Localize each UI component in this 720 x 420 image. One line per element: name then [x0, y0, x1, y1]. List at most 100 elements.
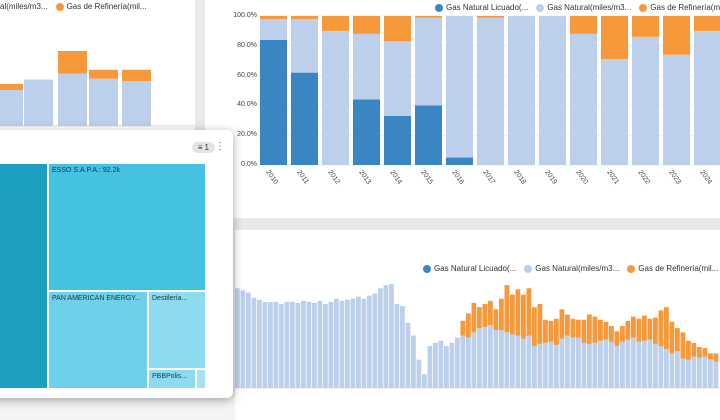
bar-segment[interactable]	[587, 343, 592, 388]
bar-segment[interactable]	[694, 16, 720, 31]
bar-segment[interactable]	[361, 298, 367, 388]
bar-segment[interactable]	[592, 316, 598, 343]
bar-segment[interactable]	[235, 288, 240, 388]
bar-segment[interactable]	[697, 347, 702, 358]
bar-segment[interactable]	[446, 16, 473, 158]
bar-segment[interactable]	[317, 300, 323, 388]
bar-segment[interactable]	[383, 285, 389, 388]
bar-segment[interactable]	[620, 326, 625, 342]
bar-segment[interactable]	[576, 337, 581, 388]
bar-segment[interactable]	[356, 296, 361, 388]
bar-segment[interactable]	[526, 288, 532, 336]
bar-segment[interactable]	[353, 99, 380, 165]
bar-segment[interactable]	[122, 81, 151, 126]
bar-segment[interactable]	[581, 319, 587, 343]
bar-segment[interactable]	[537, 343, 543, 388]
bar-segment[interactable]	[708, 353, 713, 360]
bar-segment[interactable]	[389, 284, 394, 388]
bar-segment[interactable]	[532, 307, 537, 346]
bar-segment[interactable]	[260, 16, 287, 19]
bar-segment[interactable]	[576, 319, 581, 338]
bar-segment[interactable]	[444, 346, 449, 388]
bar-segment[interactable]	[508, 16, 535, 165]
bar-segment[interactable]	[664, 307, 669, 350]
bar-segment[interactable]	[565, 314, 570, 336]
bar-segment[interactable]	[0, 90, 23, 126]
bar-segment[interactable]	[268, 301, 273, 388]
bar-segment[interactable]	[565, 335, 570, 389]
bar-segment[interactable]	[636, 341, 642, 388]
bar-segment[interactable]	[598, 319, 603, 341]
bar-segment[interactable]	[455, 337, 460, 388]
bar-segment[interactable]	[631, 337, 636, 388]
bar-segment[interactable]	[477, 307, 482, 329]
bar-segment[interactable]	[609, 326, 614, 342]
bar-segment[interactable]	[350, 298, 356, 388]
bar-segment[interactable]	[554, 344, 559, 388]
bar-segment[interactable]	[653, 343, 658, 388]
bar-segment[interactable]	[384, 16, 411, 42]
bar-segment[interactable]	[632, 16, 659, 37]
bar-segment[interactable]	[581, 342, 587, 388]
bar-segment[interactable]	[504, 332, 510, 388]
bar-segment[interactable]	[433, 342, 438, 388]
bar-segment[interactable]	[515, 335, 521, 389]
bar-segment[interactable]	[291, 16, 318, 19]
treemap-dark-cell[interactable]	[0, 163, 48, 389]
legend-item-gnl[interactable]: Gas Natural Licuado(...	[423, 264, 516, 273]
bar-segment[interactable]	[647, 318, 653, 340]
bar-segment[interactable]	[477, 17, 504, 165]
bar-segment[interactable]	[416, 359, 422, 388]
bar-segment[interactable]	[548, 341, 554, 388]
bar-segment[interactable]	[686, 359, 691, 388]
bar-segment[interactable]	[537, 304, 543, 344]
bar-segment[interactable]	[122, 69, 151, 81]
bar-segment[interactable]	[631, 316, 636, 338]
bar-segment[interactable]	[543, 342, 548, 388]
bar-segment[interactable]	[548, 320, 554, 342]
bar-segment[interactable]	[570, 337, 576, 388]
bar-segment[interactable]	[559, 338, 565, 388]
bar-segment[interactable]	[647, 339, 653, 388]
bar-segment[interactable]	[570, 16, 597, 34]
bar-segment[interactable]	[570, 33, 597, 165]
bar-segment[interactable]	[372, 293, 378, 389]
treemap-pbb-cell[interactable]: PBBPolis...	[148, 369, 196, 389]
bar-segment[interactable]	[680, 358, 686, 388]
bar-segment[interactable]	[543, 319, 548, 343]
bar-segment[interactable]	[691, 356, 697, 389]
bar-segment[interactable]	[262, 301, 268, 388]
bar-segment[interactable]	[291, 72, 318, 165]
bar-segment[interactable]	[601, 59, 628, 165]
bar-segment[interactable]	[686, 340, 691, 360]
bar-segment[interactable]	[653, 317, 658, 344]
more-options-icon[interactable]: ⋮	[215, 141, 225, 152]
bar-segment[interactable]	[663, 16, 690, 55]
bar-segment[interactable]	[694, 30, 720, 166]
legend-item-gas-refineria[interactable]: Gas de Refinería(mil...	[55, 2, 147, 11]
bar-segment[interactable]	[246, 292, 251, 388]
legend-item-gas-natural[interactable]: al(miles/m3...	[0, 2, 48, 11]
bar-segment[interactable]	[493, 309, 499, 331]
bar-segment[interactable]	[477, 328, 482, 388]
bar-segment[interactable]	[603, 321, 609, 340]
bar-segment[interactable]	[697, 357, 702, 388]
bar-segment[interactable]	[24, 79, 53, 127]
bar-segment[interactable]	[284, 301, 290, 388]
treemap-destileria-cell[interactable]: Destilería...	[148, 291, 206, 369]
bar-segment[interactable]	[411, 335, 416, 389]
bar-segment[interactable]	[539, 16, 566, 165]
bar-segment[interactable]	[521, 338, 526, 388]
bar-segment[interactable]	[675, 351, 680, 388]
bar-segment[interactable]	[603, 339, 609, 388]
bar-segment[interactable]	[323, 304, 328, 388]
bar-segment[interactable]	[664, 349, 669, 388]
bar-segment[interactable]	[466, 337, 471, 388]
bar-segment[interactable]	[614, 331, 620, 346]
legend-item-gnl[interactable]: Gas Natural Licuado(...	[435, 3, 528, 12]
bar-segment[interactable]	[400, 306, 405, 388]
bar-segment[interactable]	[675, 328, 680, 352]
bar-segment[interactable]	[290, 301, 295, 388]
bar-segment[interactable]	[466, 313, 471, 338]
bar-segment[interactable]	[493, 330, 499, 388]
